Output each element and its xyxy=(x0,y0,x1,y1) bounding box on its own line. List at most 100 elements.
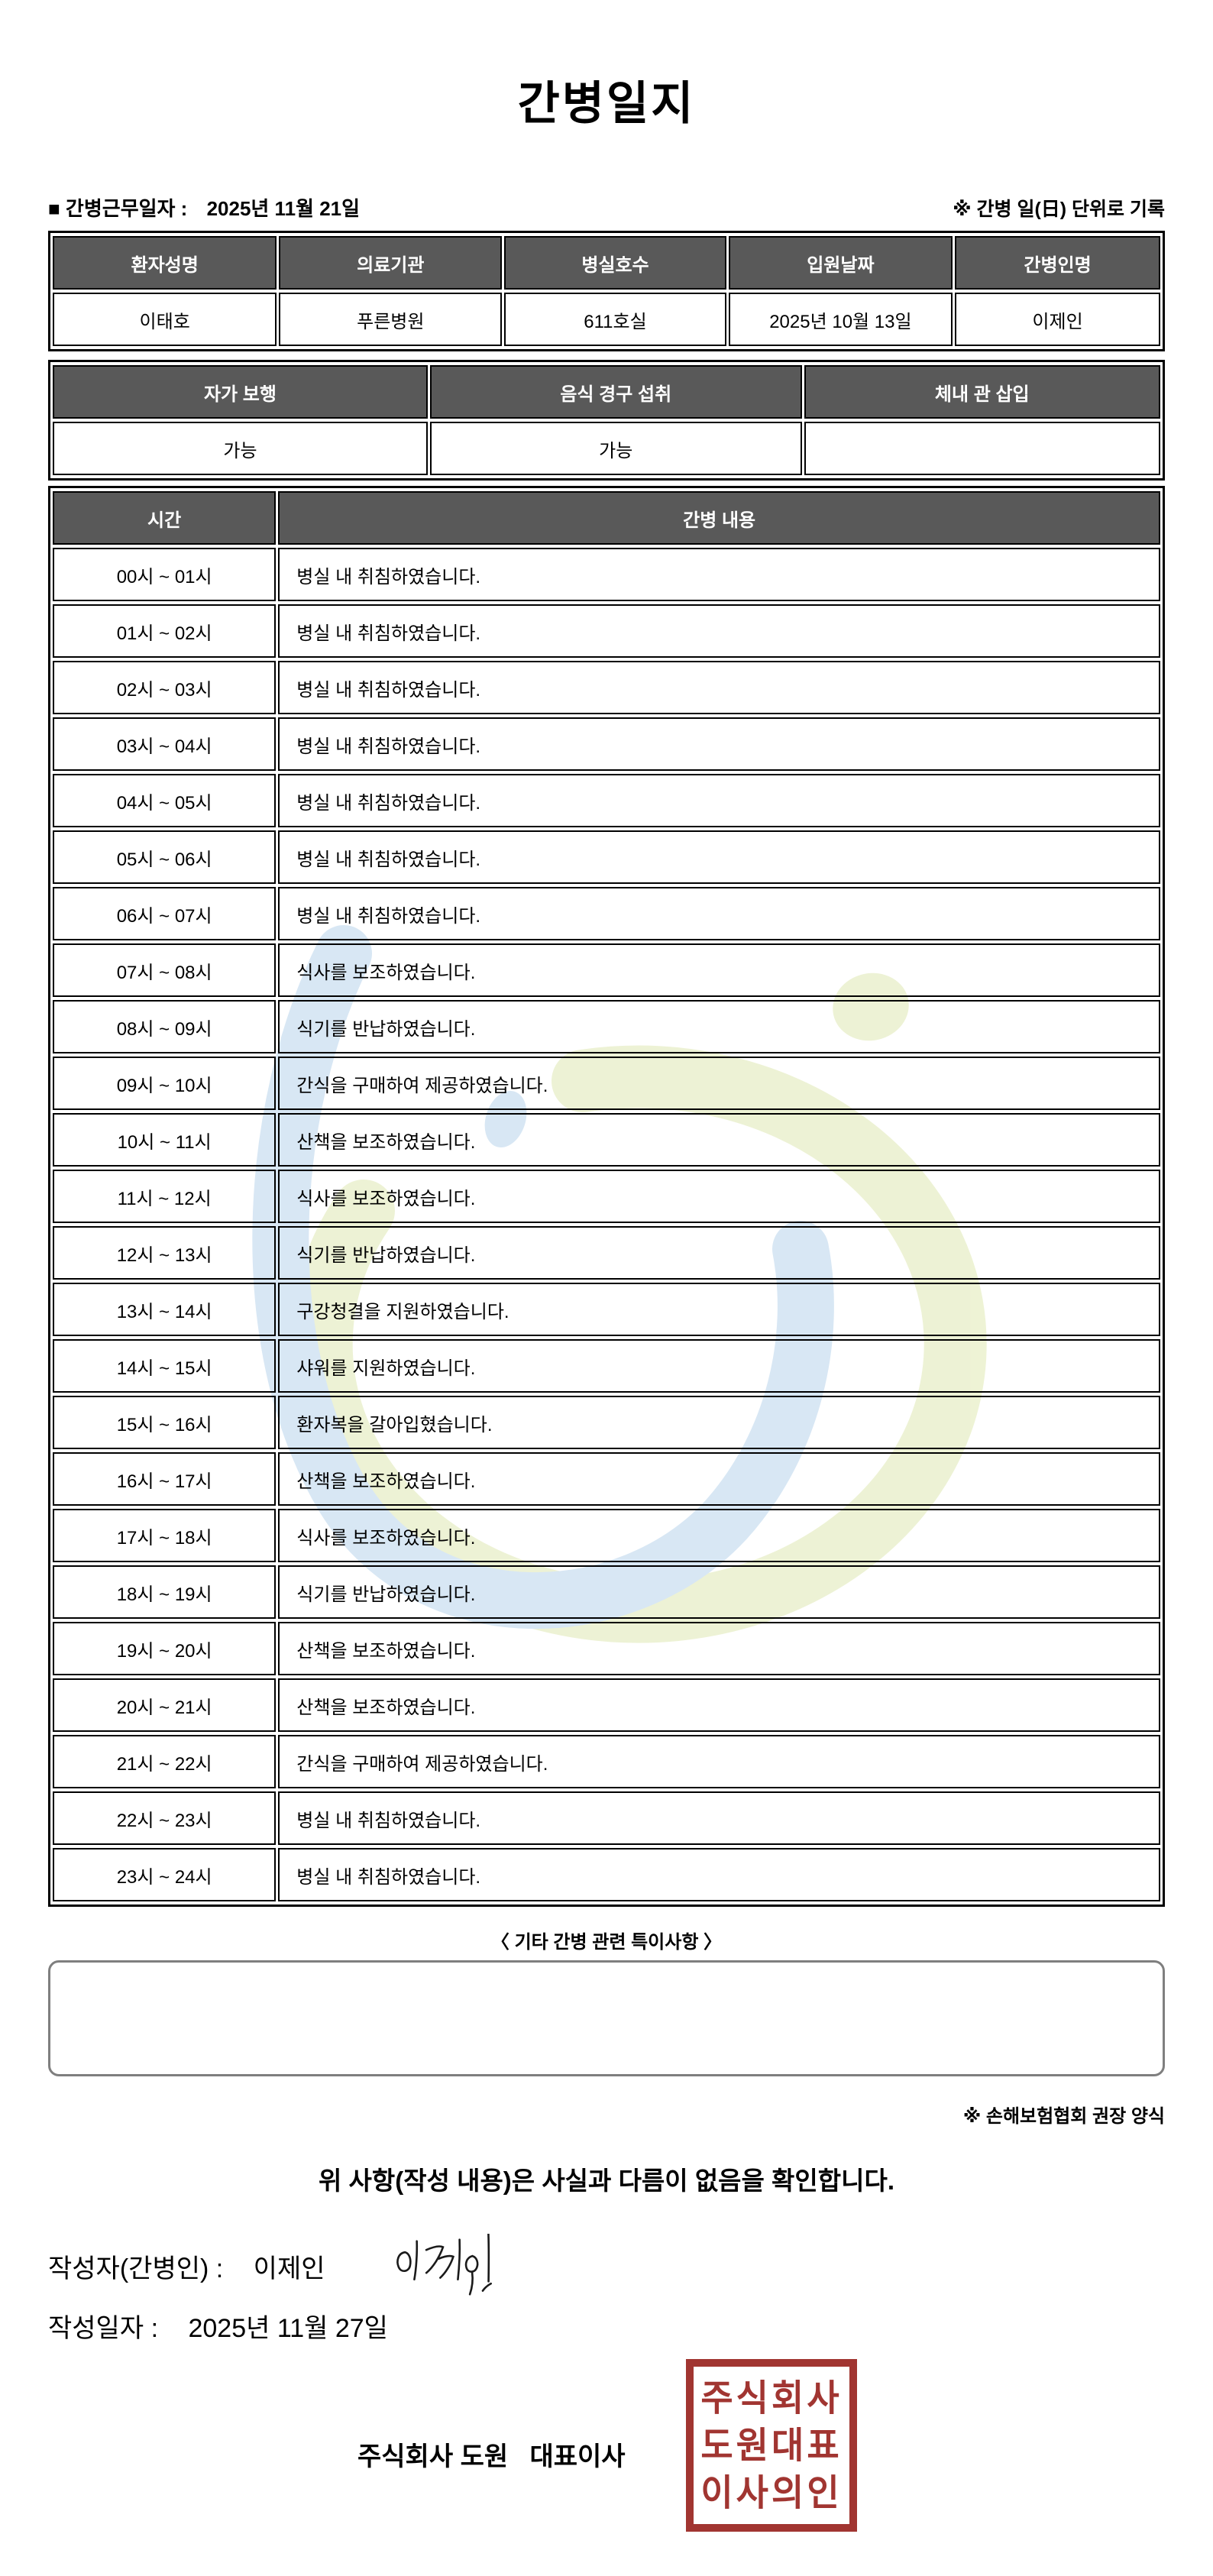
care-time: 04시 ~ 05시 xyxy=(53,774,277,827)
care-row: 14시 ~ 15시 샤워를 지원하였습니다. xyxy=(53,1339,1160,1393)
care-time: 19시 ~ 20시 xyxy=(53,1622,277,1675)
care-content: 간식을 구매하여 제공하였습니다. xyxy=(278,1057,1160,1110)
care-time: 16시 ~ 17시 xyxy=(53,1452,277,1506)
care-row: 21시 ~ 22시 간식을 구매하여 제공하였습니다. xyxy=(53,1735,1160,1788)
care-row: 11시 ~ 12시 식사를 보조하였습니다. xyxy=(53,1170,1160,1223)
value-admission-date: 2025년 10월 13일 xyxy=(728,293,953,346)
care-time: 22시 ~ 23시 xyxy=(53,1791,277,1845)
header-time: 시간 xyxy=(53,491,277,545)
care-row: 01시 ~ 02시 병실 내 취침하였습니다. xyxy=(53,604,1160,658)
seal-text-line: 주식회사 xyxy=(700,2377,843,2419)
care-content: 식기를 반납하였습니다. xyxy=(278,1565,1160,1619)
info-row: ■ 간병근무일자 : 2025년 11월 21일 ※ 간병 일(日) 단위로 기… xyxy=(48,196,1165,222)
care-time: 01시 ~ 02시 xyxy=(53,604,277,658)
notes-box xyxy=(48,1960,1165,2076)
care-time: 14시 ~ 15시 xyxy=(53,1339,277,1393)
header-admission-date: 입원날짜 xyxy=(728,236,953,290)
care-time: 03시 ~ 04시 xyxy=(53,717,277,771)
care-time: 07시 ~ 08시 xyxy=(53,943,277,997)
care-time: 10시 ~ 11시 xyxy=(53,1113,277,1167)
form-note: ※ 손해보험협회 권장 양식 xyxy=(962,2106,1165,2127)
care-content: 병실 내 취침하였습니다. xyxy=(278,1791,1160,1845)
care-row: 09시 ~ 10시 간식을 구매하여 제공하였습니다. xyxy=(53,1057,1160,1110)
corporate-seal-stamp: 주식회사 도원대표 이사의인 xyxy=(686,2359,857,2532)
work-date-label: ■ 간병근무일자 : xyxy=(48,197,188,220)
care-time: 11시 ~ 12시 xyxy=(53,1170,277,1223)
care-content: 병실 내 취침하였습니다. xyxy=(278,604,1160,658)
written-date-value: 2025년 11월 27일 xyxy=(188,2314,388,2343)
header-oral-intake: 음식 경구 섭취 xyxy=(429,365,802,419)
header-room-number: 병실호수 xyxy=(504,236,726,290)
care-time: 17시 ~ 18시 xyxy=(53,1509,277,1562)
writer-label: 작성자(간병인) : xyxy=(48,2254,224,2283)
care-row: 08시 ~ 09시 식기를 반납하였습니다. xyxy=(53,1000,1160,1053)
care-row: 02시 ~ 03시 병실 내 취침하였습니다. xyxy=(53,661,1160,714)
header-internal-tube: 체내 관 삽입 xyxy=(804,365,1160,419)
care-content: 병실 내 취침하였습니다. xyxy=(278,1848,1160,1901)
care-row: 16시 ~ 17시 산책을 보조하였습니다. xyxy=(53,1452,1160,1506)
care-row: 20시 ~ 21시 산책을 보조하였습니다. xyxy=(53,1678,1160,1732)
care-row: 22시 ~ 23시 병실 내 취침하였습니다. xyxy=(53,1791,1160,1845)
care-time: 06시 ~ 07시 xyxy=(53,887,277,940)
patient-info-table: 환자성명 의료기관 병실호수 입원날짜 간병인명 이태호 푸른병원 611호실 … xyxy=(48,231,1165,351)
care-row: 06시 ~ 07시 병실 내 취침하였습니다. xyxy=(53,887,1160,940)
care-row: 07시 ~ 08시 식사를 보조하였습니다. xyxy=(53,943,1160,997)
care-log-table: 시간 간병 내용 00시 ~ 01시 병실 내 취침하였습니다. 01시 ~ 0… xyxy=(48,486,1165,1907)
care-content: 병실 내 취침하였습니다. xyxy=(278,661,1160,714)
work-date-value: 2025년 11월 21일 xyxy=(206,197,361,220)
status-value-row: 가능 가능 xyxy=(53,422,1160,475)
care-time: 23시 ~ 24시 xyxy=(53,1848,277,1901)
seal-text-line: 이사의인 xyxy=(700,2471,843,2514)
care-time: 08시 ~ 09시 xyxy=(53,1000,277,1053)
watermark-green-dot xyxy=(833,972,909,1041)
care-time: 12시 ~ 13시 xyxy=(53,1226,277,1280)
value-self-walking: 가능 xyxy=(53,422,428,475)
care-row: 19시 ~ 20시 산책을 보조하였습니다. xyxy=(53,1622,1160,1675)
care-time: 00시 ~ 01시 xyxy=(53,548,277,601)
care-row: 12시 ~ 13시 식기를 반납하였습니다. xyxy=(53,1226,1160,1280)
value-internal-tube xyxy=(804,422,1160,475)
care-content: 병실 내 취침하였습니다. xyxy=(278,887,1160,940)
care-row: 05시 ~ 06시 병실 내 취침하였습니다. xyxy=(53,830,1160,884)
care-row: 10시 ~ 11시 산책을 보조하였습니다. xyxy=(53,1113,1160,1167)
care-content: 산책을 보조하였습니다. xyxy=(278,1678,1160,1732)
value-room-number: 611호실 xyxy=(504,293,726,346)
care-time: 15시 ~ 16시 xyxy=(53,1396,277,1449)
patient-header-row: 환자성명 의료기관 병실호수 입원날짜 간병인명 xyxy=(53,236,1160,290)
care-row: 17시 ~ 18시 식사를 보조하였습니다. xyxy=(53,1509,1160,1562)
written-date-line: 작성일자 : 2025년 11월 27일 xyxy=(48,2307,1165,2343)
care-row: 23시 ~ 24시 병실 내 취침하였습니다. xyxy=(53,1848,1160,1901)
care-time: 13시 ~ 14시 xyxy=(53,1283,277,1336)
care-content: 식사를 보조하였습니다. xyxy=(278,1170,1160,1223)
care-time: 05시 ~ 06시 xyxy=(53,830,277,884)
value-caregiver-name: 이제인 xyxy=(955,293,1160,346)
care-content: 샤워를 지원하였습니다. xyxy=(278,1339,1160,1393)
patient-value-row: 이태호 푸른병원 611호실 2025년 10월 13일 이제인 xyxy=(53,293,1160,346)
care-row: 15시 ~ 16시 환자복을 갈아입혔습니다. xyxy=(53,1396,1160,1449)
unit-note: ※ 간병 일(日) 단위로 기록 xyxy=(953,199,1165,220)
notes-title: 〈 기타 간병 관련 특이사항 〉 xyxy=(490,1932,723,1953)
header-medical-institution: 의료기관 xyxy=(279,236,503,290)
care-content: 산책을 보조하였습니다. xyxy=(278,1113,1160,1167)
care-row: 18시 ~ 19시 식기를 반납하였습니다. xyxy=(53,1565,1160,1619)
care-row: 03시 ~ 04시 병실 내 취침하였습니다. xyxy=(53,717,1160,771)
status-table: 자가 보행 음식 경구 섭취 체내 관 삽입 가능 가능 xyxy=(48,360,1165,481)
written-date-label: 작성일자 : xyxy=(48,2314,159,2343)
care-content: 병실 내 취침하였습니다. xyxy=(278,548,1160,601)
care-content: 간식을 구매하여 제공하였습니다. xyxy=(278,1735,1160,1788)
value-patient-name: 이태호 xyxy=(53,293,277,346)
watermark-blue-dot xyxy=(484,1090,527,1148)
header-patient-name: 환자성명 xyxy=(53,236,277,290)
header-care-content: 간병 내용 xyxy=(278,491,1160,545)
confirmation-statement: 위 사항(작성 내용)은 사실과 다름이 없음을 확인합니다. xyxy=(318,2167,895,2195)
writer-line: 작성자(간병인) : 이제인 xyxy=(48,2234,1165,2296)
care-content: 병실 내 취침하였습니다. xyxy=(278,717,1160,771)
work-date-line: ■ 간병근무일자 : 2025년 11월 21일 xyxy=(48,193,360,222)
seal-text-line: 도원대표 xyxy=(700,2424,843,2467)
care-content: 병실 내 취침하였습니다. xyxy=(278,830,1160,884)
care-content: 식사를 보조하였습니다. xyxy=(278,1509,1160,1562)
header-caregiver-name: 간병인명 xyxy=(955,236,1160,290)
watermark-blue-swoosh xyxy=(252,925,834,1629)
